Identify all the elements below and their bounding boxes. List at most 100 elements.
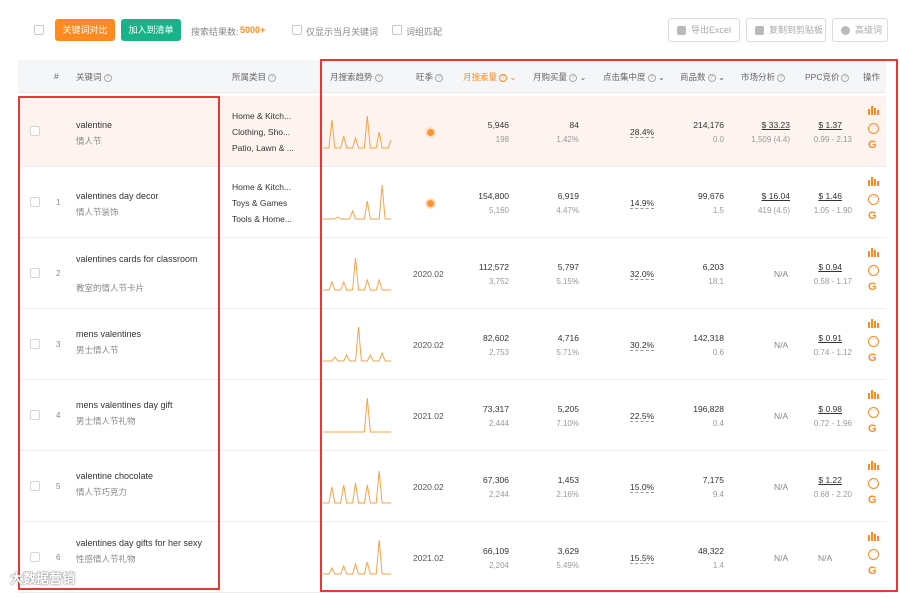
monthly-purchase-value: 6,919: [557, 191, 579, 201]
only-month-checkbox[interactable]: [292, 25, 302, 35]
keyword-compare-button[interactable]: 关键词对比: [55, 19, 115, 41]
keyword-text[interactable]: valentine chocolate: [76, 471, 154, 481]
keyword-text[interactable]: valentines day gifts for her sexy: [76, 538, 203, 548]
more-icon[interactable]: ···: [868, 194, 879, 205]
google-icon[interactable]: G: [868, 565, 877, 577]
help-icon: ?: [268, 73, 277, 82]
row-checkbox[interactable]: [30, 268, 40, 278]
col-products[interactable]: 商品数? ⌄: [680, 71, 725, 83]
monthly-search-daily: 2,753: [488, 348, 509, 357]
row-checkbox[interactable]: [30, 410, 40, 420]
ppc-value[interactable]: $ 0.91: [818, 333, 842, 343]
row-checkbox[interactable]: [30, 481, 40, 491]
trend-sparkline[interactable]: [323, 465, 391, 507]
keyword-text[interactable]: valentines cards for classroom: [76, 254, 198, 264]
trend-sparkline[interactable]: [323, 323, 391, 365]
more-icon[interactable]: ···: [868, 478, 879, 489]
more-icon[interactable]: ···: [868, 336, 879, 347]
col-ppc[interactable]: PPC竞价?: [805, 71, 850, 83]
google-icon[interactable]: G: [868, 281, 877, 293]
col-market[interactable]: 市场分析?: [741, 71, 786, 83]
row-actions: ··· G: [868, 106, 882, 151]
col-trend[interactable]: 月搜索趋势?: [330, 71, 383, 83]
table-row[interactable]: 3 mens valentines 男士情人节 2020.02 82,602 2,753 4…: [18, 309, 886, 380]
select-all-checkbox[interactable]: [34, 25, 44, 35]
click-concentration-value[interactable]: 15.0%: [630, 482, 655, 493]
season-value: 2021.02: [413, 553, 444, 563]
add-to-list-button[interactable]: 加入到清单: [121, 19, 181, 41]
table-row[interactable]: 1 valentines day decor 情人节装饰 Home & Kitch..…: [18, 167, 886, 238]
click-concentration-value[interactable]: 14.9%: [630, 198, 655, 209]
ppc-value[interactable]: $ 1.46: [818, 191, 842, 201]
col-category[interactable]: 所属类目?: [232, 71, 277, 83]
trend-sparkline[interactable]: [323, 252, 391, 294]
row-checkbox[interactable]: [30, 552, 40, 562]
col-monthly-search[interactable]: 月搜索量? ⌄: [463, 71, 517, 83]
row-checkbox[interactable]: [30, 197, 40, 207]
trend-sparkline[interactable]: [323, 181, 391, 223]
bar-chart-icon[interactable]: [868, 461, 879, 470]
table-row[interactable]: 2 valentines cards for classroom 教室的情人节卡片 2…: [18, 238, 886, 309]
bar-chart-icon[interactable]: [868, 319, 879, 328]
copy-clipboard-button[interactable]: 复制到剪贴板: [746, 18, 826, 42]
ppc-value[interactable]: $ 1.37: [818, 120, 842, 130]
category-link[interactable]: Toys & Games: [232, 198, 288, 208]
col-season[interactable]: 旺季?: [416, 71, 444, 83]
keyword-text[interactable]: valentines day decor: [76, 191, 159, 201]
ppc-value[interactable]: $ 1.22: [818, 475, 842, 485]
keyword-text[interactable]: mens valentines day gift: [76, 400, 173, 410]
click-concentration-value[interactable]: 28.4%: [630, 127, 655, 138]
more-icon[interactable]: ···: [868, 265, 879, 276]
google-icon[interactable]: G: [868, 494, 877, 506]
table-row[interactable]: 4 mens valentines day gift 男士情人节礼物 2021.02 7…: [18, 380, 886, 451]
more-icon[interactable]: ···: [868, 549, 879, 560]
market-analysis-value[interactable]: $ 33.23: [761, 120, 790, 130]
help-icon: ?: [777, 73, 786, 82]
click-concentration-value[interactable]: 22.5%: [630, 411, 655, 422]
col-monthly-purchase[interactable]: 月购买量? ⌄: [533, 71, 587, 83]
bar-chart-icon[interactable]: [868, 106, 879, 115]
keyword-text[interactable]: mens valentines: [76, 329, 142, 339]
google-icon[interactable]: G: [868, 352, 877, 364]
google-icon[interactable]: G: [868, 139, 877, 151]
toolbar: 关键词对比 加入到清单 搜索结果数: 5000+ 仅显示当月关键词 词组匹配 导…: [0, 0, 900, 60]
bar-chart-icon[interactable]: [868, 248, 879, 257]
google-icon[interactable]: G: [868, 210, 877, 222]
advanced-button[interactable]: 高级词: [832, 18, 888, 42]
google-icon[interactable]: G: [868, 423, 877, 435]
ppc-value[interactable]: $ 0.94: [818, 262, 842, 272]
category-link[interactable]: Home & Kitch...: [232, 111, 292, 121]
trend-sparkline[interactable]: [323, 536, 391, 578]
table-row[interactable]: 6 valentines day gifts for her sexy 性感情人节礼…: [18, 522, 886, 593]
category-link[interactable]: Tools & Home...: [232, 214, 292, 224]
result-count-value: 5000+: [240, 25, 266, 35]
table-row[interactable]: valentine 情人节 Home & Kitch... Clothing, Sho…: [18, 96, 886, 167]
bar-chart-icon[interactable]: [868, 390, 879, 399]
more-icon[interactable]: ···: [868, 123, 879, 134]
click-concentration-value[interactable]: 30.2%: [630, 340, 655, 351]
purchase-rate: 5.49%: [556, 561, 579, 570]
category-link[interactable]: Home & Kitch...: [232, 182, 292, 192]
col-keyword[interactable]: 关键词?: [76, 71, 112, 83]
keyword-text[interactable]: valentine: [76, 120, 113, 130]
table-row[interactable]: 5 valentine chocolate 情人节巧克力 2020.02 67,306 2…: [18, 451, 886, 522]
trend-sparkline[interactable]: [323, 394, 391, 436]
market-analysis-value[interactable]: $ 16.04: [761, 191, 790, 201]
sort-chevron-icon: ⌄: [655, 72, 665, 82]
row-checkbox[interactable]: [30, 126, 40, 136]
click-concentration-value[interactable]: 32.0%: [630, 269, 655, 280]
exact-match-checkbox[interactable]: [392, 25, 402, 35]
export-excel-button[interactable]: 导出Excel: [668, 18, 740, 42]
row-checkbox[interactable]: [30, 339, 40, 349]
category-link[interactable]: Clothing, Sho...: [232, 127, 291, 137]
ppc-range: 1.05 - 1.90: [813, 206, 852, 215]
bar-chart-icon[interactable]: [868, 532, 879, 541]
bar-chart-icon[interactable]: [868, 177, 879, 186]
col-click-concentration[interactable]: 点击集中度? ⌄: [603, 71, 665, 83]
more-icon[interactable]: ···: [868, 407, 879, 418]
click-concentration-value[interactable]: 15.5%: [630, 553, 655, 564]
monthly-search-value: 82,602: [483, 333, 509, 343]
category-link[interactable]: Patio, Lawn & ...: [232, 143, 294, 153]
trend-sparkline[interactable]: [323, 110, 391, 152]
ppc-value[interactable]: $ 0.98: [818, 404, 842, 414]
